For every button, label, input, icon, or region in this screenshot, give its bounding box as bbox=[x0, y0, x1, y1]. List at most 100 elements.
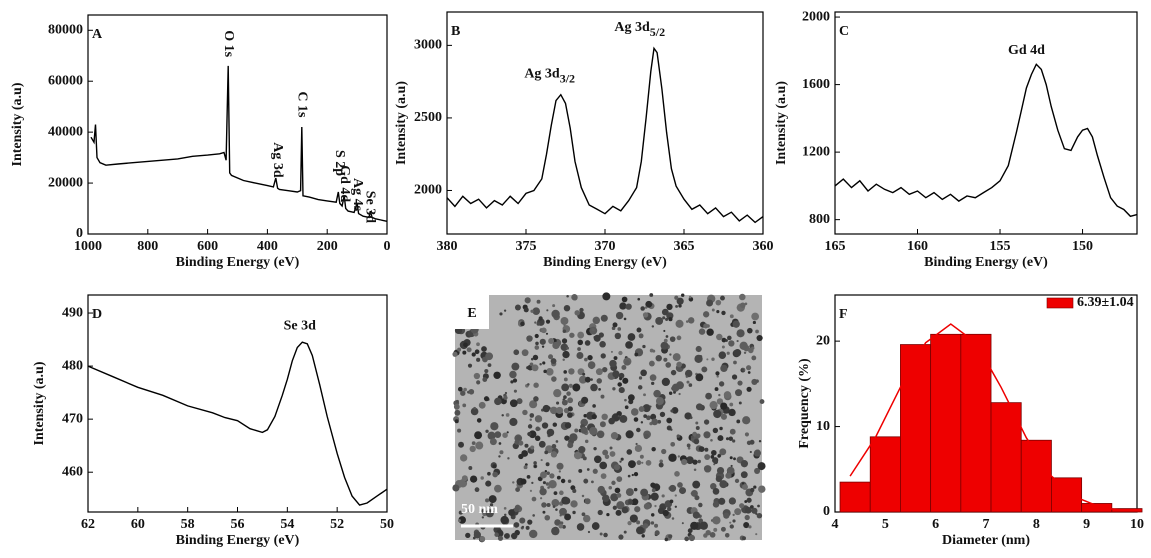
nanoparticle bbox=[718, 393, 721, 397]
nanoparticle bbox=[529, 529, 538, 539]
nanoparticle bbox=[666, 417, 673, 424]
nanoparticle bbox=[485, 509, 494, 518]
nanoparticle bbox=[758, 485, 766, 493]
nanoparticle bbox=[541, 327, 547, 334]
nanoparticle bbox=[685, 320, 689, 323]
nanoparticle bbox=[463, 387, 467, 392]
nanoparticle bbox=[626, 449, 633, 455]
y-tick-label: 2000 bbox=[802, 9, 830, 24]
x-tick-label: 5 bbox=[882, 517, 889, 532]
nanoparticle bbox=[646, 415, 651, 421]
nanoparticle bbox=[601, 413, 608, 421]
nanoparticle bbox=[545, 368, 554, 376]
y-tick-label: 1600 bbox=[802, 77, 830, 92]
nanoparticle bbox=[529, 489, 533, 492]
nanoparticle bbox=[746, 327, 753, 334]
nanoparticle bbox=[661, 377, 670, 387]
nanoparticle bbox=[470, 407, 479, 416]
nanoparticle bbox=[468, 388, 475, 395]
nanoparticle bbox=[744, 432, 750, 437]
nanoparticle bbox=[494, 484, 502, 493]
nanoparticle bbox=[681, 293, 685, 297]
annotation-text: Ag 3d bbox=[524, 67, 560, 82]
y-tick-label: 460 bbox=[62, 464, 83, 479]
nanoparticle bbox=[587, 530, 591, 534]
nanoparticle bbox=[651, 325, 655, 328]
nanoparticle bbox=[507, 457, 510, 460]
nanoparticle bbox=[686, 443, 691, 448]
nanoparticle bbox=[587, 361, 596, 369]
x-tick-label: 54 bbox=[280, 517, 294, 532]
nanoparticle bbox=[584, 376, 591, 383]
nanoparticle bbox=[614, 487, 621, 494]
nanoparticle bbox=[458, 510, 463, 515]
nanoparticle bbox=[481, 346, 487, 352]
nanoparticle bbox=[716, 398, 724, 405]
nanoparticle bbox=[548, 338, 555, 345]
nanoparticle bbox=[674, 471, 680, 477]
nanoparticle bbox=[616, 476, 623, 482]
nanoparticle bbox=[539, 338, 546, 345]
spectrum-line bbox=[834, 63, 1138, 218]
nanoparticle bbox=[540, 497, 543, 500]
nanoparticle bbox=[728, 436, 733, 441]
nanoparticle bbox=[612, 322, 618, 328]
nanoparticle bbox=[480, 476, 484, 480]
nanoparticle bbox=[516, 436, 521, 441]
nanoparticle bbox=[684, 369, 693, 378]
y-tick-label: 80000 bbox=[48, 22, 83, 37]
panel-label: E bbox=[467, 306, 476, 321]
nanoparticle bbox=[572, 383, 581, 392]
legend-swatch bbox=[1046, 297, 1074, 309]
nanoparticle bbox=[619, 377, 623, 381]
nanoparticle bbox=[655, 397, 664, 406]
nanoparticle bbox=[723, 512, 730, 519]
nanoparticle bbox=[550, 358, 557, 364]
nanoparticle bbox=[538, 440, 546, 448]
fit-curve bbox=[849, 323, 1127, 512]
nanoparticle bbox=[720, 402, 728, 410]
nanoparticle bbox=[675, 304, 679, 308]
nanoparticle bbox=[732, 519, 736, 523]
nanoparticle bbox=[749, 439, 755, 445]
nanoparticle bbox=[514, 439, 520, 445]
nanoparticle bbox=[728, 408, 736, 417]
nanoparticle bbox=[534, 415, 543, 423]
y-tick-label: 800 bbox=[809, 212, 830, 227]
nanoparticle bbox=[726, 351, 730, 355]
nanoparticle bbox=[466, 347, 472, 353]
nanoparticle bbox=[473, 372, 481, 380]
nanoparticle bbox=[709, 401, 718, 410]
nanoparticle bbox=[546, 503, 551, 508]
nanoparticle bbox=[757, 504, 760, 508]
nanoparticle bbox=[643, 414, 648, 419]
nanoparticle bbox=[732, 513, 735, 517]
nanoparticle bbox=[638, 376, 643, 380]
nanoparticle bbox=[636, 427, 641, 433]
nanoparticle bbox=[566, 391, 571, 396]
nanoparticle bbox=[552, 341, 560, 350]
nanoparticle bbox=[710, 455, 715, 459]
nanoparticle bbox=[623, 317, 627, 321]
panel-label: A bbox=[92, 27, 103, 42]
nanoparticle bbox=[510, 532, 518, 540]
annotation-subscript: 3/2 bbox=[560, 71, 575, 85]
nanoparticle bbox=[740, 460, 749, 468]
nanoparticle bbox=[702, 311, 710, 318]
nanoparticle bbox=[596, 430, 605, 439]
nanoparticle bbox=[547, 486, 550, 489]
nanoparticle bbox=[651, 446, 656, 452]
nanoparticle bbox=[622, 377, 629, 384]
y-tick-label: 470 bbox=[62, 411, 83, 426]
nanoparticle bbox=[618, 387, 625, 394]
nanoparticle bbox=[615, 311, 624, 320]
nanoparticle bbox=[548, 480, 557, 489]
nanoparticle bbox=[576, 351, 584, 359]
nanoparticle bbox=[742, 416, 751, 425]
nanoparticle bbox=[599, 421, 606, 428]
nanoparticle bbox=[618, 372, 625, 379]
nanoparticle bbox=[457, 428, 462, 433]
annotation-subscript: 5/2 bbox=[650, 25, 665, 39]
nanoparticle bbox=[563, 377, 568, 382]
nanoparticle bbox=[567, 412, 573, 418]
